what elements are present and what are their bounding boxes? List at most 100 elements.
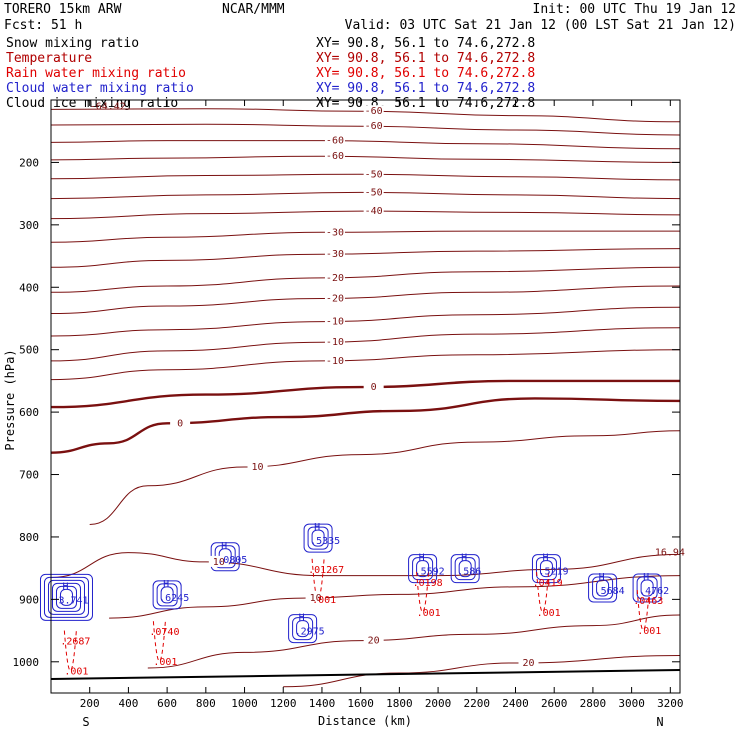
x-tick-label-2: 600: [157, 697, 177, 710]
isotherm-label-13: -10: [326, 356, 344, 367]
rain-plume-5: [636, 589, 650, 631]
x-axis-label: Distance (km): [318, 714, 412, 728]
header-valid: Valid: 03 UTC Sat 21 Jan 12 (00 LST Sat …: [345, 18, 736, 33]
rain-min-label-0: .001: [64, 667, 88, 678]
cloud-water-max-marker-3: H: [314, 522, 320, 533]
legend: Snow mixing ratio Temperature Rain water…: [6, 36, 535, 111]
legend-xy-cloud-ice: XY= 90.8, 56.1 to 74.6,272.8: [316, 96, 535, 111]
cloud-water-max-marker-8: H: [599, 572, 605, 583]
isotherm-16: [89, 430, 681, 525]
y-tick-label-7: 900: [19, 593, 39, 606]
x-tick-label-1: 400: [118, 697, 138, 710]
y-tick-label-1: 300: [19, 219, 39, 232]
isotherm-label-bg-13: [324, 354, 345, 366]
isotherm-label-15: 0: [177, 418, 183, 429]
cloud-water-contour-0-2: [51, 582, 81, 612]
cloud-water-max-label-2: .0805: [217, 555, 247, 566]
cloud-water-contour-6-0: [458, 560, 472, 578]
isotherm-8: [50, 248, 681, 268]
y-tick-label-3: 500: [19, 344, 39, 357]
isotherm-label-bg-4: [363, 168, 384, 180]
cloud-water-contour-0-4: [43, 576, 89, 618]
isotherm-label-bg-8: [324, 248, 345, 260]
cloud-water-max-marker-9: H: [643, 572, 649, 583]
cloud-water-max-label-8: .5684: [595, 586, 625, 597]
isotherm-5: [50, 191, 681, 200]
cloud-water-contour-0-1: [55, 585, 77, 609]
x-tick-label-7: 1600: [347, 697, 374, 710]
isotherm-19: [147, 614, 681, 669]
isotherm-label-bg-17: [208, 555, 229, 567]
legend-rain: Rain water mixing ratio: [6, 66, 186, 81]
cloud-water-contour-0-5: [39, 573, 93, 621]
cloud-water-max-label-9: .4762: [639, 586, 669, 597]
isotherm-label-bg-1: [363, 120, 384, 132]
isotherm-2: [50, 140, 681, 150]
other-label-0: 16.94: [655, 548, 685, 559]
cloud-water-max-marker-7: H: [542, 553, 548, 564]
rain-plume-0: [63, 630, 77, 671]
isotherm-label-5: -50: [365, 187, 383, 198]
isotherm-label-20: 20: [522, 658, 534, 669]
x-tick-label-13: 2800: [580, 697, 607, 710]
hydrometeor-layer: [39, 523, 681, 680]
y-tick-label-0: 200: [19, 156, 39, 169]
cloud-water-contour-7-2: [531, 554, 561, 584]
x-tick-label-15: 3200: [657, 697, 684, 710]
isotherm-13: [50, 349, 681, 381]
x-tick-label-11: 2400: [502, 697, 529, 710]
legend-xy-cloud-water: XY= 90.8, 56.1 to 74.6,272.8: [316, 81, 535, 96]
legend-snow: Snow mixing ratio: [6, 36, 139, 51]
cloud-water-max-label-1: .6245: [159, 593, 189, 604]
isotherm-17: [50, 552, 681, 578]
cloud-water-contour-1-2: [152, 580, 182, 610]
header-model: TORERO 15km ARW: [4, 2, 122, 17]
isotherm-6: [50, 210, 681, 220]
x-tick-label-10: 2200: [464, 697, 491, 710]
y-tick-label-4: 600: [19, 406, 39, 419]
cloud-water-max-marker-6: H: [461, 553, 467, 564]
isotherm-label-10: -20: [326, 293, 344, 304]
rain-plume-3: [416, 571, 430, 613]
isotherm-0: [50, 108, 681, 123]
isotherm-15: [50, 397, 681, 454]
cloud-water-max-label-6: .586: [457, 567, 481, 578]
legend-cloud-water: Cloud water mixing ratio: [6, 81, 194, 96]
isotherm-label-0: -60: [365, 106, 383, 117]
isotherm-label-bg-3: [324, 150, 345, 162]
cloud-water-contour-5-1: [412, 557, 434, 581]
cloud-water-max-marker-1: H: [163, 579, 169, 590]
cloud-water-max-label-0: 3.741: [58, 595, 88, 606]
rain-max-label-3: .0198: [413, 578, 443, 589]
header-init: Init: 00 UTC Thu 19 Jan 12: [533, 2, 737, 17]
cloud-water-contour-6-2: [450, 554, 480, 584]
x-tick-label-4: 1000: [231, 697, 258, 710]
isotherm-label-6: -40: [365, 206, 383, 217]
rain-min-label-4: .001: [537, 608, 561, 619]
isotherm-label-11: -10: [326, 317, 344, 328]
header-org: NCAR/MMM: [222, 2, 285, 17]
cloud-water-max-label-5: .5592: [415, 567, 445, 578]
isotherm-label-bg-10: [324, 292, 345, 304]
x-tick-label-6: 1400: [309, 697, 336, 710]
y-tick-label-6: 800: [19, 531, 39, 544]
isotherm-20: [283, 655, 681, 688]
cloud-water-contour-3-0: [311, 529, 325, 547]
cloud-water-max-marker-4: H: [299, 613, 305, 624]
isotherm-label-bg-0: [363, 105, 384, 117]
y-tick-label-5: 700: [19, 469, 39, 482]
rain-max-label-1: .0740: [149, 627, 179, 638]
legend-xy-rain: XY= 90.8, 56.1 to 74.6,272.8: [316, 66, 535, 81]
y-tick-label-8: 1000: [13, 656, 40, 669]
y-axis-label: Pressure (hPa): [3, 349, 17, 450]
isotherm-label-16: 10: [252, 462, 264, 473]
isotherm-1: [50, 123, 681, 136]
isotherm-label-17: 10: [213, 557, 225, 568]
rain-plume-2: [311, 558, 325, 599]
isotherm-12: [50, 327, 681, 362]
cloud-water-contour-5-0: [416, 560, 430, 578]
isotherm-label-3: -60: [326, 151, 344, 162]
cloud-water-max-label-7: .5219: [538, 567, 568, 578]
axes: 200 400 600 800 1000 1200 1400 1600 1800 2000 2200…: [13, 100, 684, 710]
rain-max-label-2: .01267: [308, 565, 344, 576]
